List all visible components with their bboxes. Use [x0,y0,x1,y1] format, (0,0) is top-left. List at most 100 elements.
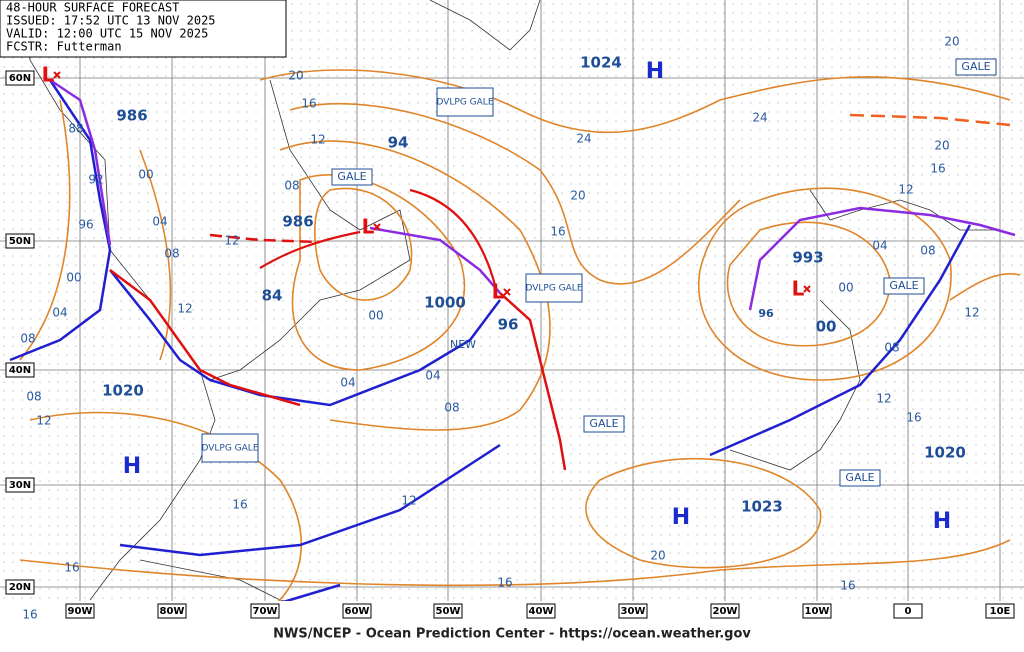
lon-label-box [65,603,95,619]
pressure-label: 1024 [580,54,622,72]
pressure-label: 1020 [102,382,144,400]
pressure-label: 986 [116,107,147,125]
gale-text: DVLPG GALE [525,284,582,294]
lon-label-box [985,603,1015,619]
isobar-label: 20 [944,35,959,49]
lat-label: 20N [9,582,31,593]
isobar-label: 16 [840,579,855,593]
lon-label: 70W [253,606,278,617]
lat-label: 50N [9,236,31,247]
lon-label-box [342,603,372,619]
pressure-label: 84 [262,287,283,305]
isobar-label: 12 [401,494,416,508]
gale-label: GALE [839,469,881,487]
pressure-label: 1000 [424,294,466,312]
pressure-label: 1023 [741,498,783,516]
isobar-label: 16 [497,576,512,590]
map-background [0,0,1024,622]
low-marker [373,223,381,231]
lon-label-box [250,603,280,619]
header-line: VALID: 12:00 UTC 15 NOV 2025 [6,27,208,41]
isobar-label: 16 [64,561,79,575]
lon-label: 30W [621,606,646,617]
pressure-label: 1020 [924,444,966,462]
lon-label-box [526,603,556,619]
isobar-label: 00 [66,271,81,285]
isobar-label: 08 [444,401,459,415]
pressure-label: 993 [792,249,823,267]
isobar-label: 12 [964,306,979,320]
isobar-label: 12 [224,234,239,248]
gale-label: DVLPG GALE [525,273,583,303]
isobar-label: 16 [930,162,945,176]
gale-box [525,273,583,303]
lat-label: 40N [9,365,31,376]
isobar-label: 12 [177,302,192,316]
isobar-label: 20 [934,139,949,153]
gale-text: GALE [889,279,918,292]
pressure-label: 96 [498,316,519,334]
isobar-label: 04 [52,306,67,320]
isobar-label: 08 [26,390,41,404]
high-center: H [672,505,690,530]
lon-label: 0 [905,606,912,617]
isobar-label: 04 [340,376,355,390]
low-marker [803,285,811,293]
low-center: L [362,215,375,239]
lon-label: 10W [805,606,830,617]
isobar-label: 16 [301,97,316,111]
isobar-label: 16 [906,411,921,425]
gale-label: DVLPG GALE [201,433,259,463]
lat-label-box [5,362,35,378]
gale-box [331,168,373,186]
low-marker [53,71,61,79]
isobar-label: 12 [876,392,891,406]
isobar-label: 12 [310,133,325,147]
lon-label: 10E [990,606,1011,617]
pressure-label: 96 [758,307,774,320]
isobar-label: 88 [68,122,83,136]
fronts [9,78,1016,617]
footer: NWS/NCEP - Ocean Prediction Center - htt… [273,627,751,642]
isobar-label: 04 [152,215,167,229]
isobar-label: 16 [550,225,565,239]
lat-label-box [5,233,35,249]
isobar-label: 08 [164,247,179,261]
isobar-label: 08 [20,332,35,346]
lon-label-box [710,603,740,619]
isobar-label: 20 [650,549,665,563]
gale-text: GALE [961,60,990,73]
isobar-label: 24 [752,111,767,125]
low-marker [503,288,511,296]
gale-box [201,433,259,463]
gale-label: GALE [331,168,373,186]
header-box [0,0,287,58]
lon-label: 90W [68,606,93,617]
lon-label-box [433,603,463,619]
isobar-label: 12 [36,414,51,428]
isobar-label: 04 [872,239,887,253]
isobar-label: 00 [138,168,153,182]
lon-label: 20W [713,606,738,617]
header-line: FCSTR: Futterman [6,40,122,54]
isobars [19,69,1021,621]
isobar-label: 00 [838,281,853,295]
pressure-label: 986 [282,213,313,231]
pressure-label: 00 [816,318,837,336]
isobar-label: 96 [78,218,93,232]
lon-label: 60W [345,606,370,617]
gale-box [583,415,625,433]
high-center: H [933,509,951,534]
gale-text: GALE [845,471,874,484]
gale-label: GALE [883,277,925,295]
isobar-label: 08 [884,341,899,355]
note: NEW [450,338,476,351]
gale-label: GALE [583,415,625,433]
isobar-label: 16 [232,498,247,512]
isobar-label: 12 [898,183,913,197]
lon-label: 80W [160,606,185,617]
gale-text: DVLPG GALE [201,444,258,454]
lon-label: 50W [436,606,461,617]
low-center: L [42,63,55,87]
